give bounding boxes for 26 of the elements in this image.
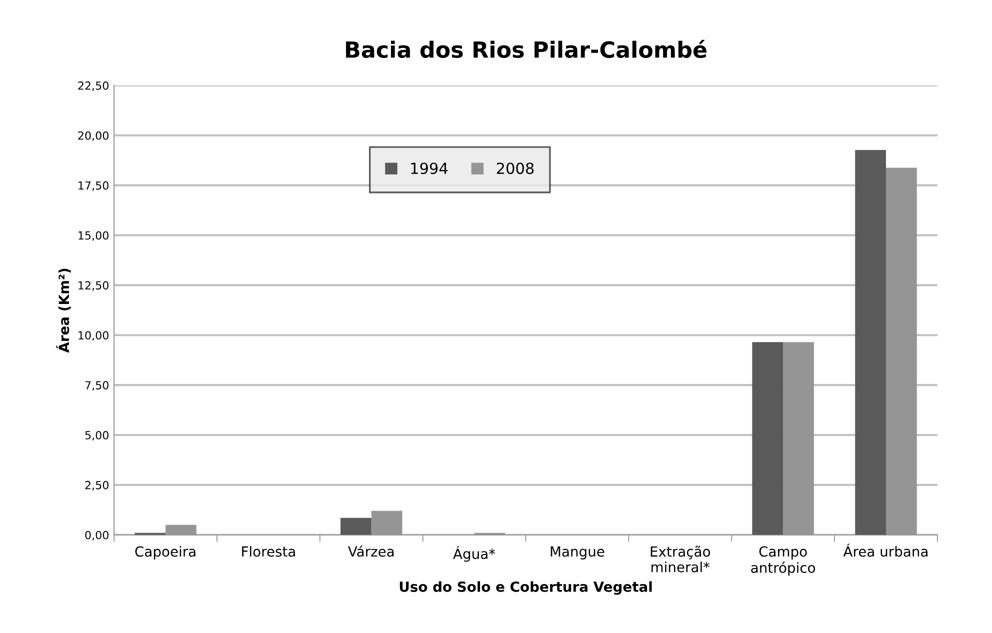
x-tick-label: Mangue: [550, 546, 604, 560]
x-tick-label: Várzea: [348, 545, 394, 557]
bar: [855, 150, 886, 535]
x-tick-label: Floresta: [242, 546, 295, 557]
y-tick-label: 15,00: [78, 231, 108, 241]
y-tick-label: 20,00: [78, 131, 108, 141]
bar: [752, 342, 784, 535]
x-tick-label: Extração mineral*: [650, 546, 710, 572]
y-tick-label: 10,00: [78, 331, 108, 341]
y-tick-label: 17,50: [78, 181, 108, 191]
x-tick-label: Área urbana: [843, 544, 928, 557]
y-tick-label: 22,50: [78, 81, 108, 91]
x-tick-label: Água*: [453, 546, 496, 562]
x-tick-label: Capoeira: [135, 546, 196, 560]
x-tick-label: Campo antrópico: [751, 546, 816, 576]
y-tick-label: 12,50: [78, 281, 108, 291]
y-tick-label: 7,50: [85, 381, 108, 391]
legend-label: 2008: [496, 162, 534, 174]
chart-title: Bacia dos Rios Pilar-Calombé: [346, 40, 706, 58]
y-tick-label: 2,50: [85, 480, 108, 490]
y-tick-label: 0,00: [85, 530, 108, 540]
bar: [340, 518, 372, 535]
y-tick-label: 5,00: [85, 430, 108, 441]
y-axis-title: Área (Km²): [56, 268, 71, 353]
x-axis-title: Uso do Solo e Cobertura Vegetal: [400, 581, 652, 595]
legend-label: 1994: [411, 162, 448, 174]
